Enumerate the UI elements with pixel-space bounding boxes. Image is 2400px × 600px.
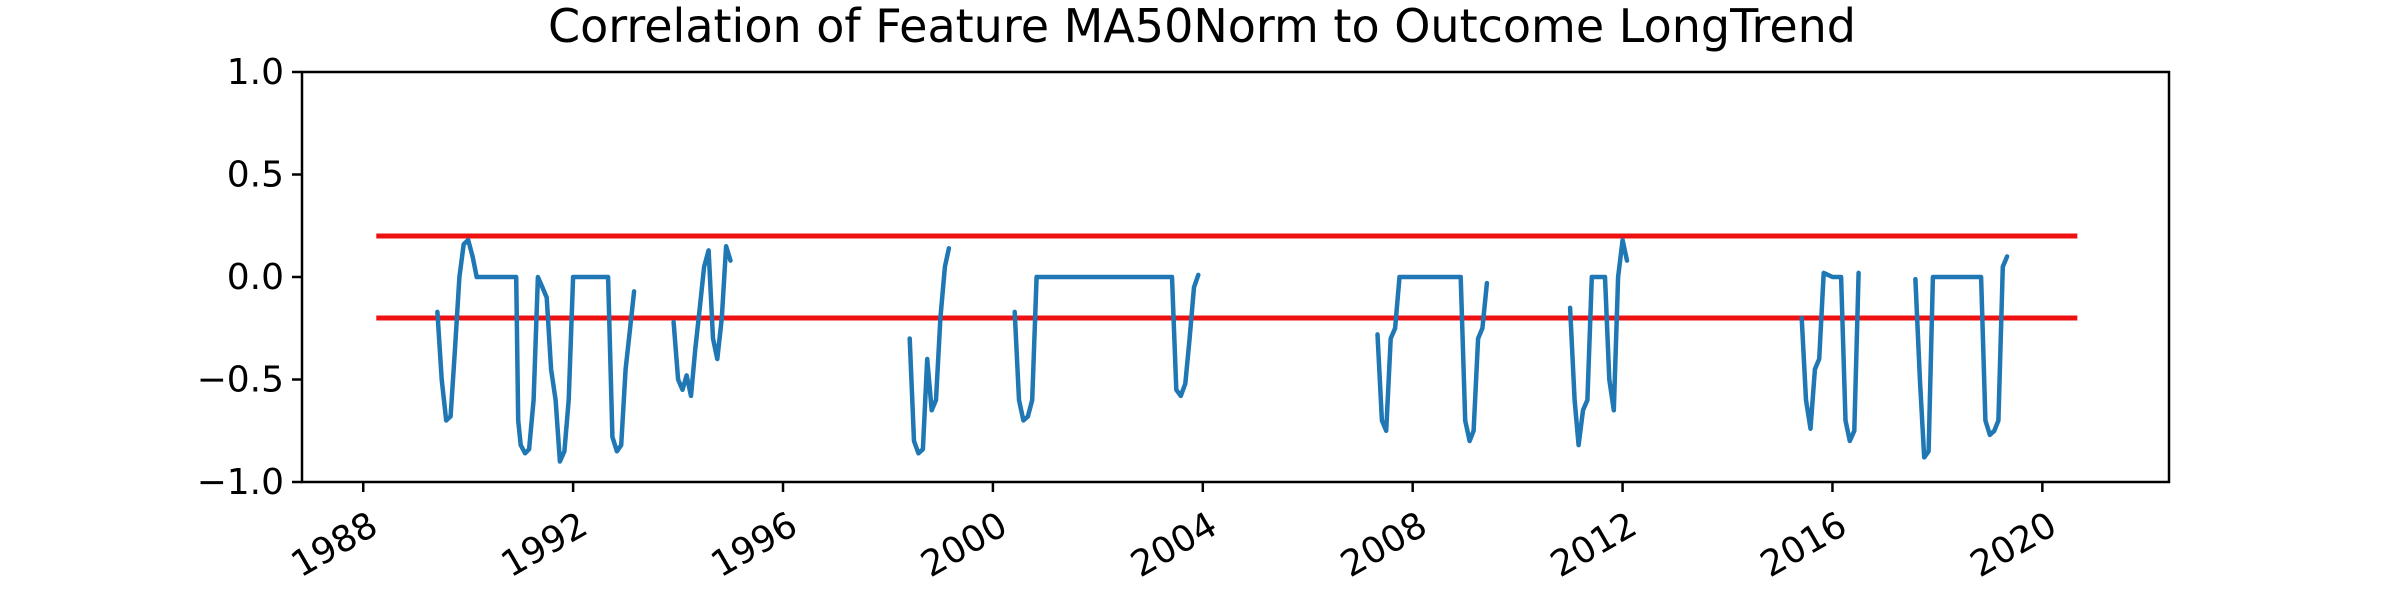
x-tick-label: 1996: [704, 504, 804, 585]
series-line-segment: [671, 244, 733, 399]
x-axis: 1988 1992 1996 2000 2004 2008 2012 2016 2020: [285, 482, 2064, 586]
y-tick-label: 0.5: [227, 155, 284, 196]
y-tick-label: −0.5: [197, 360, 284, 401]
x-tick-label: 2008: [1334, 504, 1434, 585]
y-tick-label: 0.0: [227, 257, 284, 298]
y-axis: 1.0 0.5 0.0 −0.5 −1.0: [197, 52, 302, 503]
series-layer: [435, 237, 2010, 464]
series-line-segment: [1567, 237, 1630, 448]
x-tick-label: 2016: [1754, 504, 1854, 585]
x-tick-label: 1988: [285, 504, 385, 585]
x-tick-label: 2020: [1964, 504, 2064, 585]
x-tick-label: 2000: [914, 504, 1014, 585]
series-line-segment: [1012, 272, 1201, 423]
series-line-segment: [435, 237, 637, 464]
x-tick-label: 1992: [495, 504, 595, 585]
series-line-segment: [1375, 274, 1490, 444]
series-line-segment: [1799, 270, 1861, 444]
y-tick-label: −1.0: [197, 462, 284, 503]
chart-title: Correlation of Feature MA50Norm to Outco…: [548, 0, 1856, 53]
series-line-segment: [1913, 254, 2010, 460]
x-tick-label: 2012: [1544, 504, 1644, 585]
threshold-lines: [376, 233, 2078, 321]
x-tick-label: 2004: [1124, 504, 1224, 585]
y-tick-label: 1.0: [227, 52, 284, 93]
series-line-segment: [907, 246, 952, 456]
